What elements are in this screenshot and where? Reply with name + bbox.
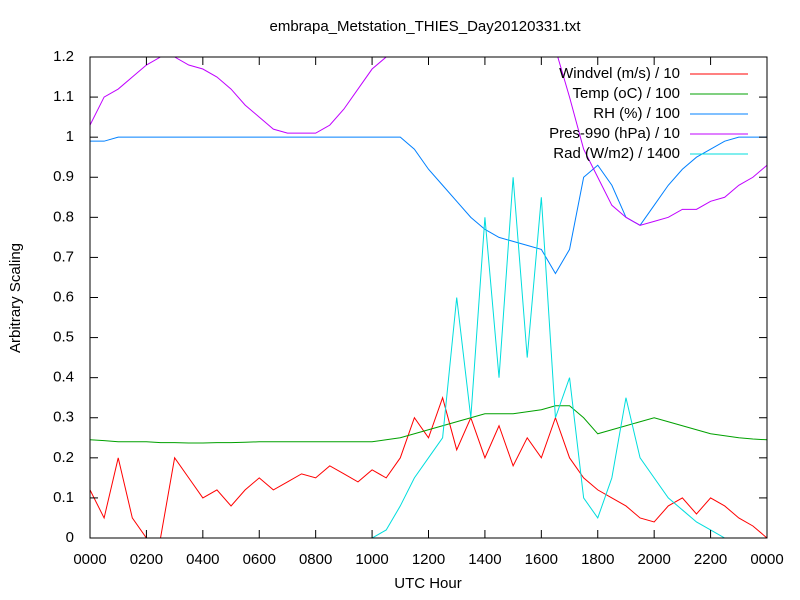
series-line	[90, 396, 767, 538]
series-line	[90, 57, 767, 226]
x-axis-label: UTC Hour	[394, 575, 462, 592]
legend-label: Pres-990 (hPa) / 10	[549, 125, 680, 142]
x-tick-label: 1600	[525, 551, 558, 568]
x-tick-label: 0000	[73, 551, 106, 568]
y-tick-label: 0.3	[53, 409, 74, 426]
y-tick-label: 1.2	[53, 48, 74, 65]
legend-label: Rad (W/m2) / 1400	[553, 145, 680, 162]
y-tick-label: 0.5	[53, 329, 74, 346]
x-tick-label: 0800	[299, 551, 332, 568]
y-tick-label: 0.1	[53, 489, 74, 506]
y-tick-label: 1	[66, 128, 74, 145]
legend-label: Temp (oC) / 100	[572, 85, 680, 102]
legend-label: RH (%) / 100	[593, 105, 680, 122]
y-tick-label: 0	[66, 529, 74, 546]
x-tick-label: 1000	[355, 551, 388, 568]
x-tick-label: 1200	[412, 551, 445, 568]
x-tick-label: 2000	[637, 551, 670, 568]
y-tick-label: 0.2	[53, 449, 74, 466]
x-tick-label: 0000	[750, 551, 783, 568]
x-tick-label: 0600	[243, 551, 276, 568]
series-line	[90, 177, 767, 538]
x-tick-label: 0400	[186, 551, 219, 568]
y-tick-label: 0.9	[53, 168, 74, 185]
plot-area	[90, 57, 767, 538]
y-tick-label: 0.7	[53, 248, 74, 265]
y-tick-label: 0.6	[53, 288, 74, 305]
series-line	[90, 405, 767, 444]
chart-title: embrapa_Metstation_THIES_Day20120331.txt	[269, 18, 581, 35]
x-tick-label: 2200	[694, 551, 727, 568]
y-tick-label: 0.4	[53, 369, 74, 386]
y-tick-label: 1.1	[53, 88, 74, 105]
x-tick-label: 1800	[581, 551, 614, 568]
x-tick-label: 0200	[130, 551, 163, 568]
y-axis-label: Arbitrary Scaling	[7, 243, 24, 353]
series-line	[90, 136, 767, 275]
legend-label: Windvel (m/s) / 10	[559, 65, 680, 82]
x-tick-label: 1400	[468, 551, 501, 568]
y-tick-label: 0.8	[53, 208, 74, 225]
